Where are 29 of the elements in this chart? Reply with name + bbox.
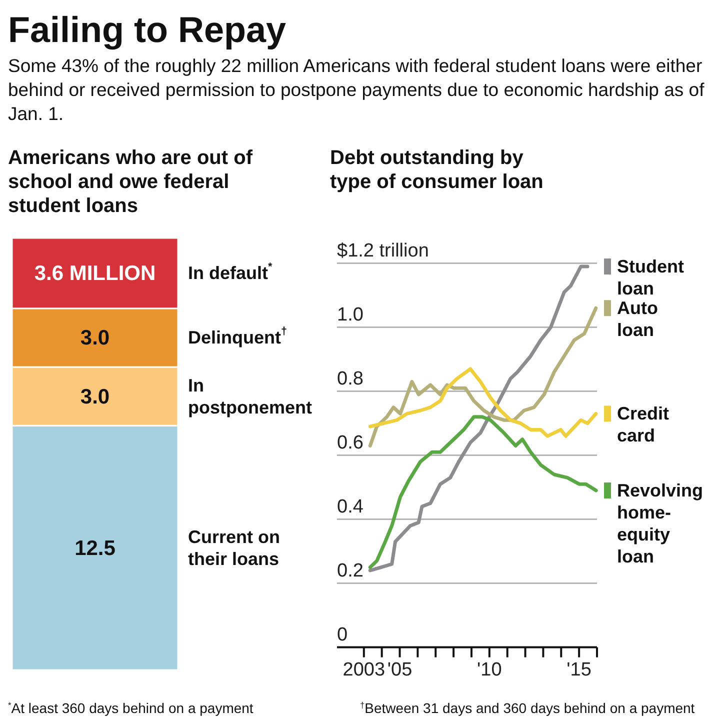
y-tick-label: 0.4: [337, 496, 364, 518]
legend-label: Revolving home-equity loan: [617, 480, 704, 566]
series-label: In default$^{*}$: [188, 261, 273, 284]
legend-label: Student loan: [617, 256, 684, 298]
text: Some 43% of the roughly 22 million Americans with federal student loans were either behind or received permission to postpone payments due to economic hardship as of Jan. 1.: [8, 55, 706, 124]
y-tick-label: 0: [337, 624, 348, 646]
x-tick-label: 2003: [342, 659, 386, 680]
y-tick-label: $1.2 trillion: [337, 240, 429, 262]
series-label: Current on their loans: [188, 526, 280, 569]
y-tick-label: 1.0: [337, 304, 364, 326]
text: $^{*}$At least 360 days behind on a payment: [8, 700, 254, 716]
x-tick-label: '15: [566, 659, 592, 680]
legend-label: Credit card: [617, 404, 670, 446]
x-tick-label: '10: [477, 659, 502, 680]
y-tick-label: 0.2: [337, 560, 364, 582]
y-tick-label: 0.6: [337, 432, 364, 454]
data-label: 3.0: [80, 326, 110, 350]
data-label: 3.0: [80, 384, 110, 408]
text: $^{†}$Between 31 days and 360 days behind on a payment: [360, 700, 695, 716]
data-label: 3.6 MILLION: [34, 262, 156, 285]
x-tick-label: '05: [387, 659, 412, 680]
series-label: Delinquent$^{†}$: [188, 326, 288, 348]
series-label: In postponement: [188, 375, 312, 418]
chart-title: Americans who are out of school and owe federal student loans: [8, 147, 253, 217]
text: Failing to Repay: [8, 9, 286, 50]
chart-title: Debt outstanding by type of consumer loan: [330, 147, 544, 193]
legend-label: Auto loan: [617, 298, 658, 340]
y-tick-label: 0.8: [337, 368, 364, 390]
data-label: 12.5: [74, 536, 116, 560]
